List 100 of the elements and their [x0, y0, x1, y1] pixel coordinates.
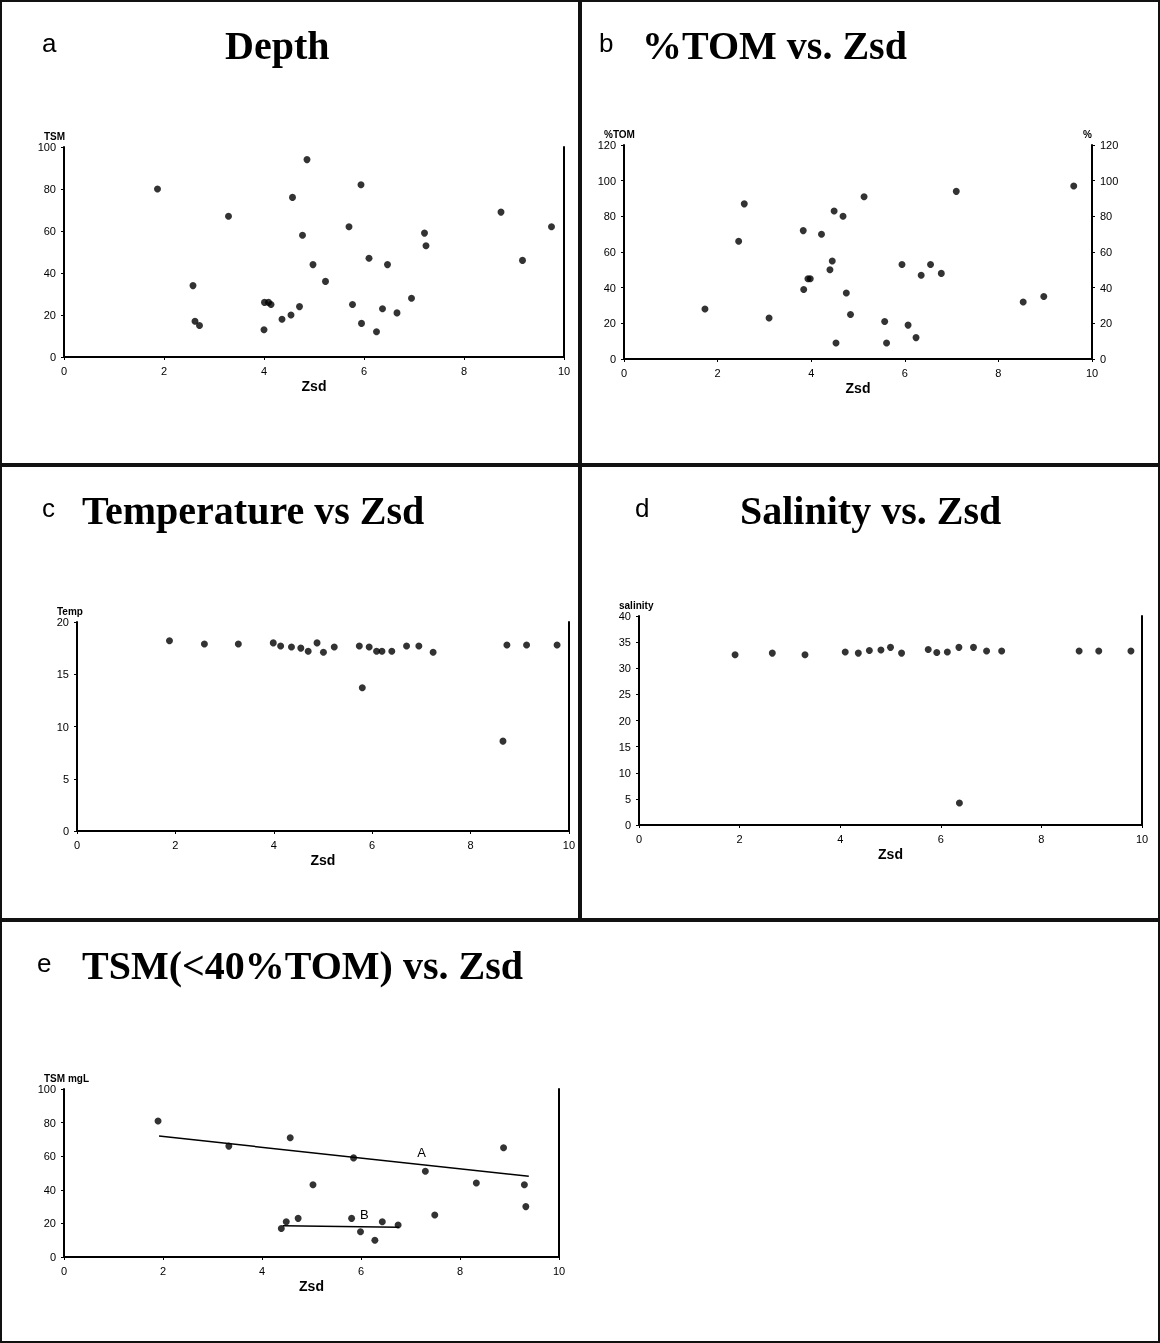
y-axis-title: salinity — [619, 599, 654, 611]
y-tick-label: 0 — [609, 353, 616, 365]
point — [472, 1179, 480, 1187]
y-tick-label: 35 — [618, 636, 631, 649]
point — [358, 319, 365, 327]
x-tick-label: 10 — [552, 1264, 566, 1277]
point — [282, 1218, 290, 1226]
text: a — [42, 28, 57, 58]
chart-title: %TOM vs. Zsd — [642, 22, 907, 68]
point — [373, 647, 381, 655]
point — [519, 256, 526, 264]
y-tick-label: 5 — [62, 772, 69, 785]
x-axis-title: Zsd — [310, 852, 336, 868]
series-label: B — [359, 1207, 369, 1223]
x-tick-label: 2 — [736, 832, 743, 845]
point — [358, 684, 366, 692]
point — [349, 301, 356, 308]
y-tick-label: 20 — [618, 714, 631, 727]
point — [927, 260, 935, 268]
point — [799, 227, 807, 235]
point — [422, 242, 430, 250]
point — [800, 285, 808, 293]
x-tick-label: 2 — [159, 1264, 167, 1277]
point — [429, 648, 437, 656]
point — [345, 223, 353, 231]
point — [917, 271, 925, 279]
point — [304, 647, 312, 655]
point — [865, 646, 873, 654]
y2-tick-label: 100 — [1100, 174, 1119, 187]
x-tick-label: 8 — [467, 838, 474, 851]
y-tick-label: 80 — [43, 1116, 56, 1129]
y-tick-label: 60 — [603, 246, 616, 258]
point — [378, 1218, 386, 1226]
point — [933, 649, 941, 657]
point — [408, 294, 415, 302]
point — [365, 254, 373, 262]
point — [421, 229, 428, 237]
y-tick-label: 80 — [43, 183, 56, 195]
point — [322, 277, 329, 285]
x-tick-label: 2 — [172, 838, 179, 851]
point — [740, 200, 748, 208]
y-tick-label: 15 — [56, 668, 69, 681]
y-tick-label: 5 — [624, 792, 631, 805]
point — [278, 315, 286, 323]
x-tick-label: 10 — [1135, 832, 1149, 845]
point — [309, 261, 317, 269]
point — [983, 647, 991, 655]
point — [286, 1134, 294, 1142]
point — [196, 322, 203, 329]
point — [289, 193, 296, 201]
point — [277, 642, 285, 650]
point — [355, 642, 363, 650]
x-tick-label: 10 — [1085, 366, 1099, 379]
point — [189, 282, 197, 290]
point — [735, 237, 743, 245]
x-tick-label: 4 — [837, 832, 844, 845]
point — [1095, 647, 1103, 655]
y-tick-label: 20 — [56, 616, 69, 628]
y-tick-label: 30 — [618, 662, 631, 675]
point — [269, 639, 277, 647]
y-tick-label: 15 — [618, 740, 631, 753]
point — [357, 181, 365, 189]
text: e — [37, 948, 52, 978]
y-tick-label: 100 — [37, 141, 56, 153]
x-tick-label: 0 — [635, 832, 643, 845]
point — [998, 647, 1006, 655]
y-tick-label: 60 — [43, 1150, 56, 1163]
point — [768, 649, 776, 657]
point — [165, 637, 173, 645]
point — [348, 1214, 356, 1222]
point — [421, 1167, 429, 1175]
chart-title: Temperature vs Zsd — [82, 487, 425, 533]
point — [854, 649, 862, 657]
y-axis-title: %TOM — [604, 128, 635, 140]
y-tick-label: 40 — [603, 281, 616, 294]
y2-tick-label: 120 — [1100, 139, 1119, 151]
chart-title: TSM(<40%TOM) vs. Zsd — [82, 942, 523, 988]
y-tick-label: 40 — [618, 610, 631, 622]
point — [818, 230, 825, 238]
y-tick-label: 80 — [603, 210, 616, 223]
point — [943, 648, 951, 656]
x-tick-label: 8 — [995, 366, 1002, 379]
point — [299, 231, 306, 239]
point — [898, 260, 906, 268]
x-tick-label: 6 — [357, 1264, 365, 1277]
point — [881, 318, 889, 326]
text: d — [635, 493, 650, 523]
point — [955, 643, 963, 651]
x-axis-title: Zsd — [301, 378, 327, 394]
point — [365, 643, 373, 651]
x-tick-label: 2 — [714, 366, 721, 379]
point — [154, 185, 161, 193]
y-tick-label: 100 — [597, 174, 616, 187]
point — [952, 187, 960, 195]
point — [200, 640, 208, 648]
x-tick-label: 0 — [73, 838, 81, 851]
y-tick-label: 0 — [624, 819, 631, 831]
x-tick-label: 10 — [557, 364, 571, 377]
point — [287, 643, 295, 651]
y-tick-label: 20 — [43, 309, 56, 321]
